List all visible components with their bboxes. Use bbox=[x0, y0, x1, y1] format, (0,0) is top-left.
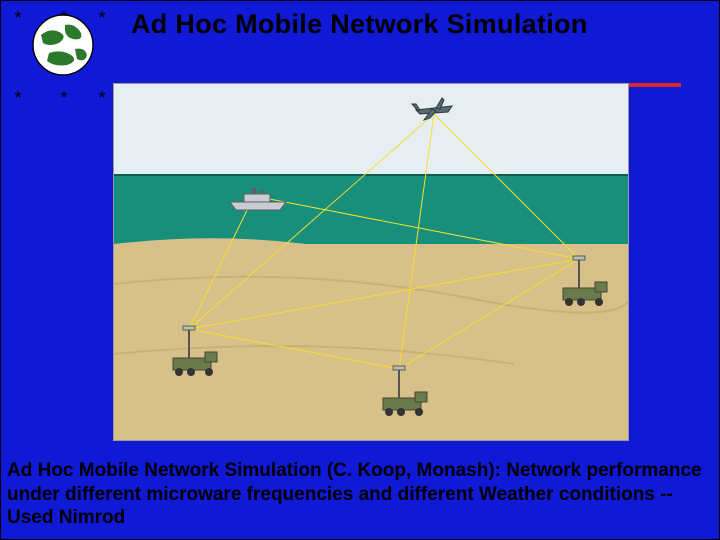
slide: ****** Ad Hoc Mobile Network Simulation … bbox=[0, 0, 720, 540]
aircraft-icon bbox=[412, 98, 452, 120]
slide-caption: Ad Hoc Mobile Network Simulation (C. Koo… bbox=[7, 459, 709, 530]
decorative-star: * bbox=[93, 9, 111, 27]
decorative-star: * bbox=[9, 89, 27, 107]
diagram-svg bbox=[114, 84, 629, 441]
decorative-star: * bbox=[55, 89, 73, 107]
decorative-star: * bbox=[93, 89, 111, 107]
decorative-star: * bbox=[9, 9, 27, 27]
globe-logo bbox=[31, 13, 95, 77]
ship-icon bbox=[230, 188, 286, 210]
network-diagram bbox=[113, 83, 629, 441]
slide-title: Ad Hoc Mobile Network Simulation bbox=[131, 9, 699, 40]
